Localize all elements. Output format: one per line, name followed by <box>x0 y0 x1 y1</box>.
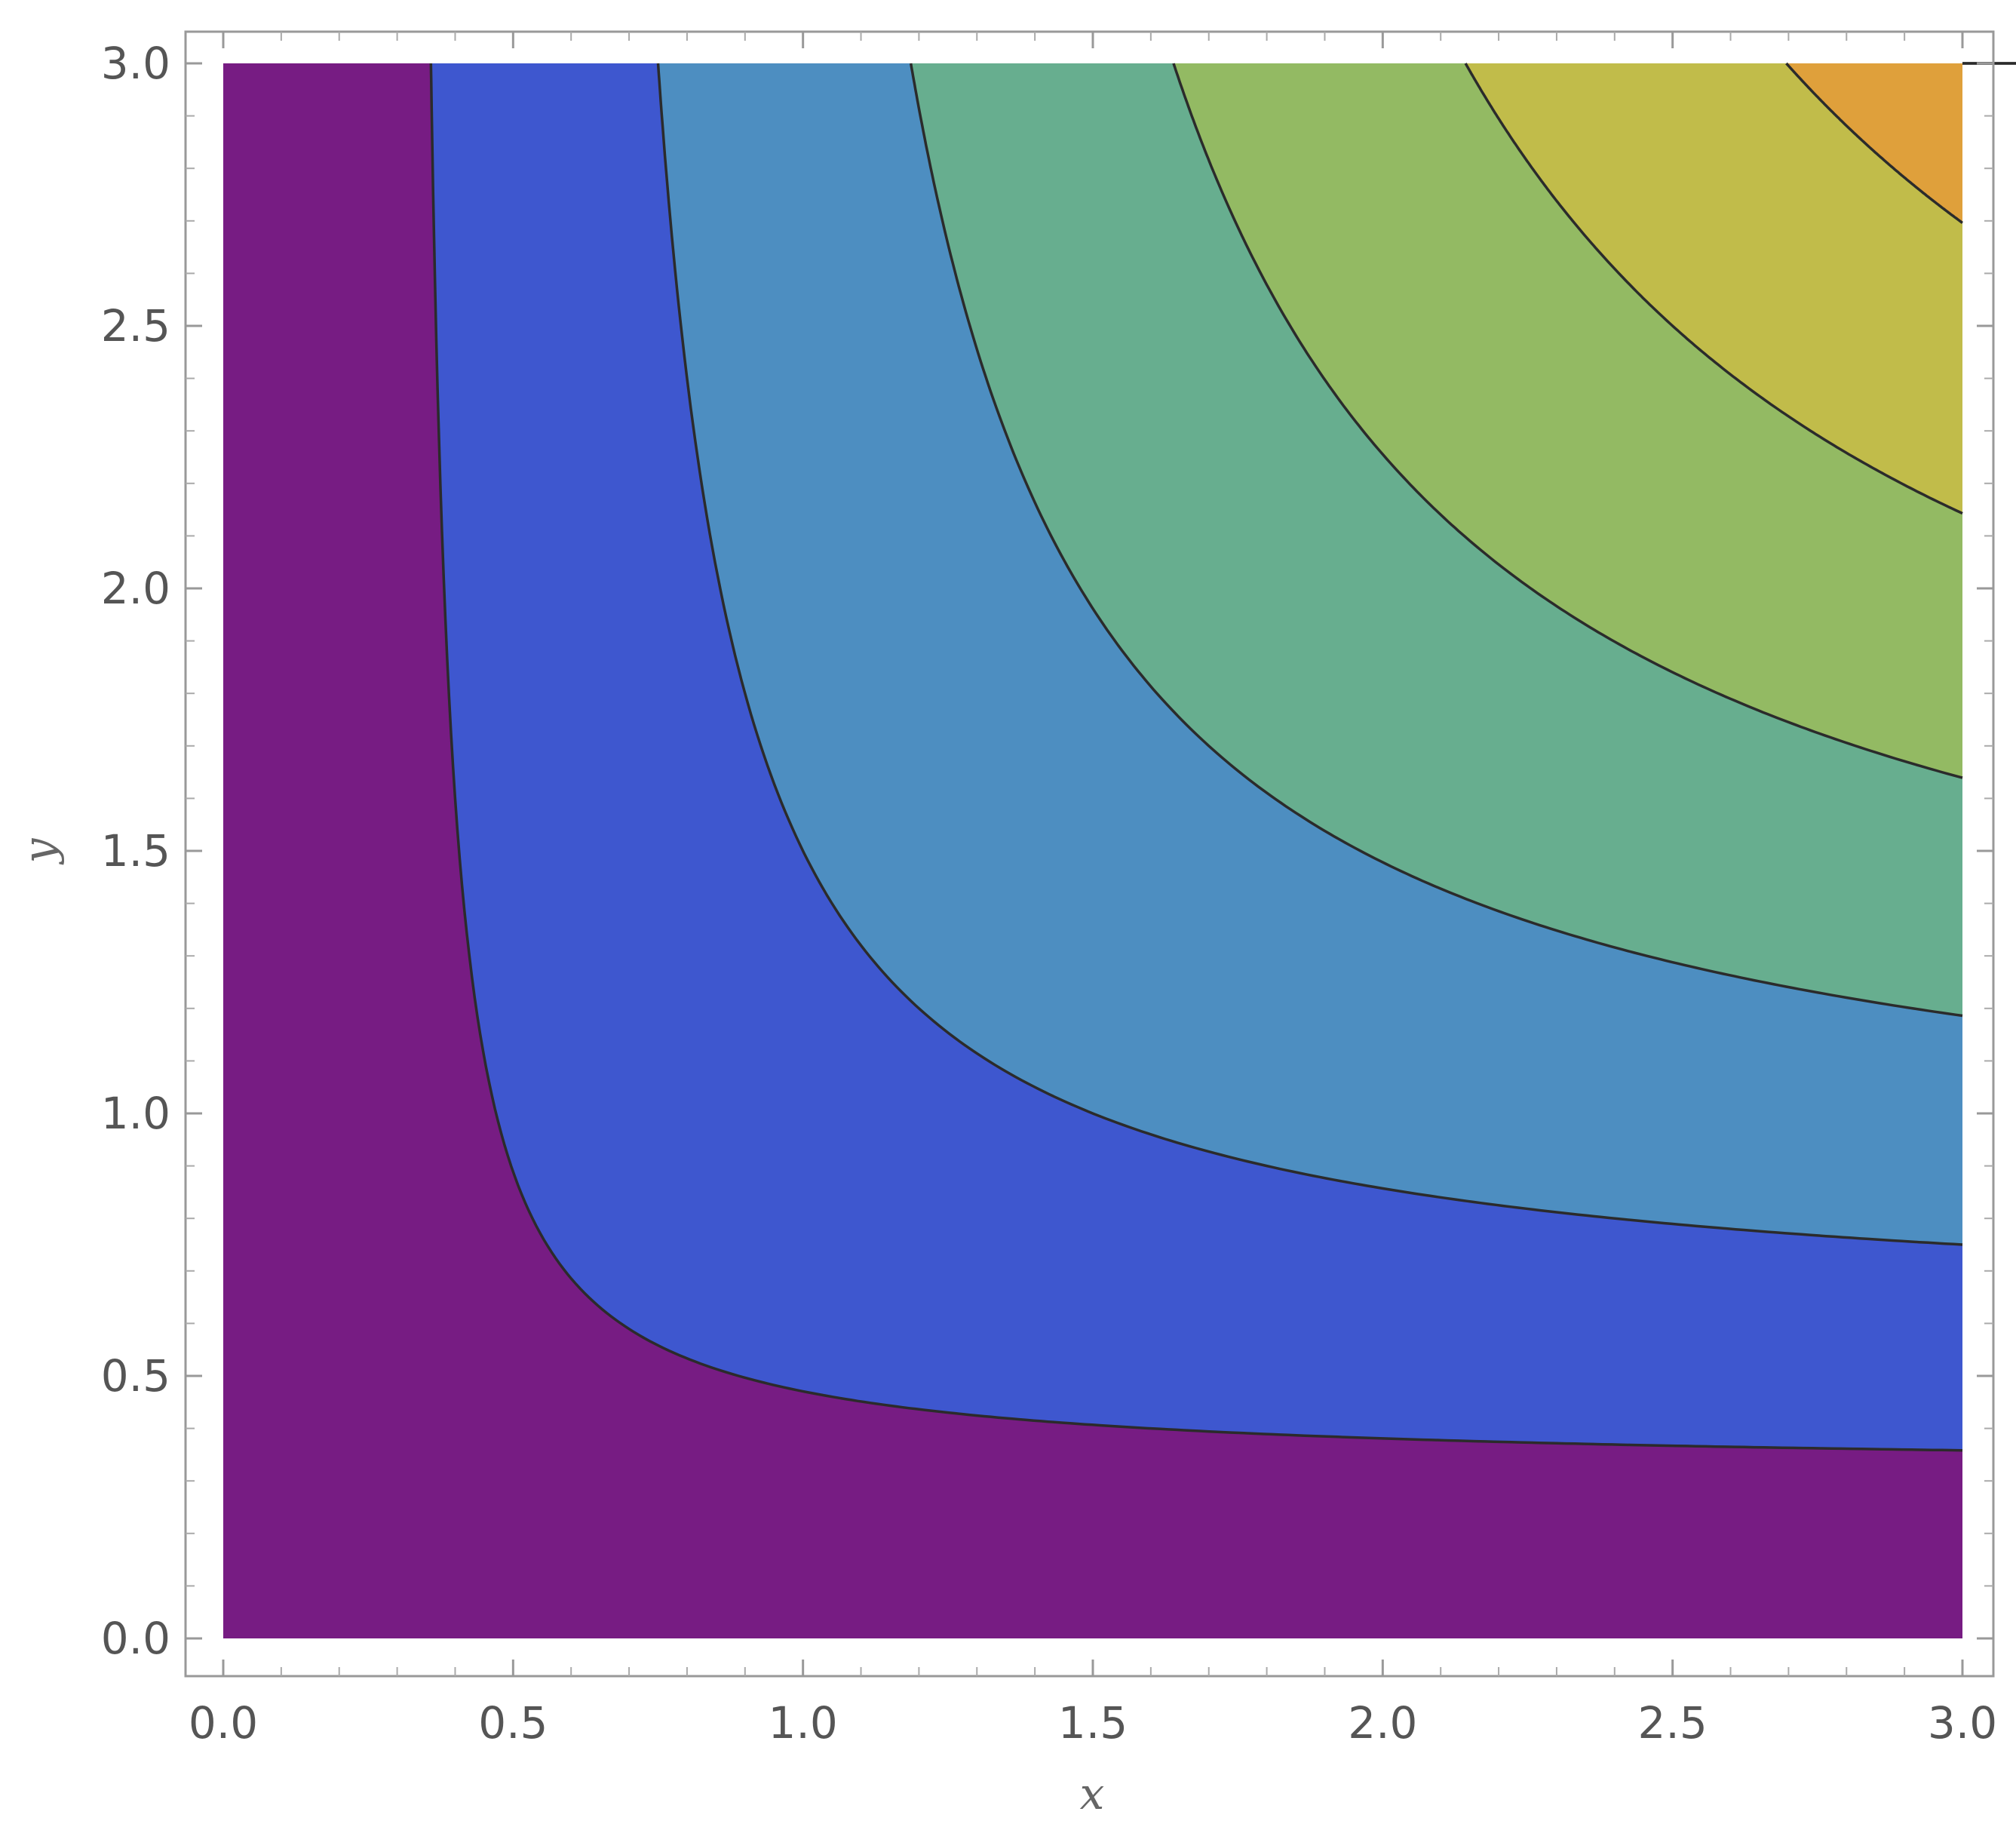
y-tick-label: 0.5 <box>101 1350 170 1402</box>
y-tick-label: 2.5 <box>101 300 170 352</box>
x-tick-label: 1.0 <box>769 1697 838 1749</box>
frame <box>184 30 1995 1678</box>
x-axis-label: x <box>1080 1768 1105 1819</box>
axis-ticks: 0.0 0.5 1.0 1.5 2.0 2.5 3.0 0.0 0.5 1.0 1.5 2.0 2.5 3… <box>101 32 1997 1749</box>
contour-line-3 <box>909 63 1963 1018</box>
y-tick-label: 3.0 <box>101 38 170 89</box>
contour-bands <box>223 63 1962 1638</box>
contour-line-1 <box>429 63 1963 1452</box>
x-tick-label: 0.0 <box>189 1697 258 1749</box>
y-tick-label: 1.5 <box>101 825 170 877</box>
x-tick-label: 2.5 <box>1638 1697 1708 1749</box>
y-tick-label: 1.0 <box>101 1088 170 1139</box>
x-tick-label: 3.0 <box>1928 1697 1997 1749</box>
x-tick-label: 1.5 <box>1058 1697 1128 1749</box>
y-tick-label: 0.0 <box>101 1613 170 1664</box>
contour-line-6 <box>1785 62 1963 224</box>
contour-line-5 <box>1464 63 1963 515</box>
contour-line-2 <box>656 63 1963 1246</box>
contour-band-6 <box>1786 63 1962 223</box>
contour-band-5 <box>1465 63 1962 514</box>
y-axis-label: y <box>14 837 65 865</box>
contour-line-4 <box>1172 63 1963 779</box>
x-tick-label: 2.0 <box>1348 1697 1417 1749</box>
contour-lines <box>429 62 2016 1452</box>
y-tick-label: 2.0 <box>101 563 170 614</box>
x-tick-label: 0.5 <box>478 1697 548 1749</box>
